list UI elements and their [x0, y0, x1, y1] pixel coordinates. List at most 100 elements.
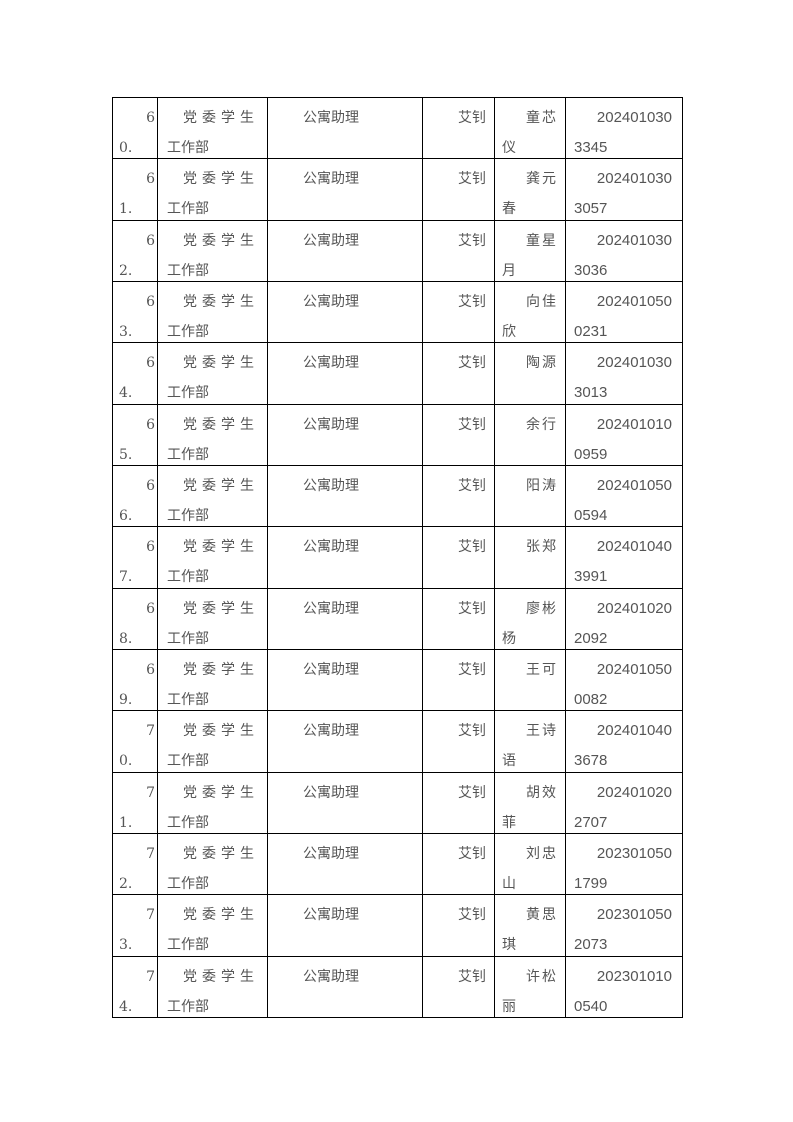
teacher-text: 艾钊	[458, 355, 486, 372]
position-text: 公寓助理	[303, 784, 359, 801]
student-name-text: 欣	[502, 323, 516, 340]
row-number-text: 2.	[119, 875, 133, 892]
position-cell: 公寓助理	[268, 772, 423, 833]
teacher-text: 艾钊	[458, 661, 486, 678]
department-text: 党委学生	[183, 355, 259, 372]
student-name-text: 语	[502, 753, 516, 770]
row-number-cell: 6 0.	[113, 98, 158, 159]
teacher-cell: 艾钊	[423, 465, 495, 527]
position-text: 公寓助理	[303, 416, 359, 433]
student-name-text: 月	[502, 262, 516, 279]
table-row: 6 7. 党委学生 工作部 公寓助理 艾钊 张郑 202401040 3991	[113, 527, 683, 589]
student-id-text: 202401040	[596, 722, 672, 740]
row-number-cell: 6 2.	[113, 220, 158, 281]
row-number-cell: 7 0.	[113, 711, 158, 772]
student-name-cell: 陶源	[495, 343, 566, 404]
student-id-text: 202401030	[596, 170, 672, 188]
row-number-text: 6	[146, 416, 155, 433]
department-text: 党委学生	[183, 232, 259, 249]
student-name-cell: 廖彬杨	[495, 588, 566, 649]
teacher-cell: 艾钊	[423, 956, 495, 1017]
position-cell: 公寓助理	[268, 404, 423, 465]
row-number-cell: 6 4.	[113, 343, 158, 404]
student-id-text: 202401040	[596, 538, 672, 556]
student-name-cell: 向佳欣	[495, 281, 566, 343]
teacher-text: 艾钊	[458, 232, 486, 249]
row-number-text: 4.	[119, 385, 133, 402]
row-number-cell: 6 6.	[113, 465, 158, 527]
department-text: 党委学生	[183, 416, 259, 433]
department-text: 党委学生	[183, 539, 259, 556]
department-cell: 党委学生工作部	[158, 404, 268, 465]
position-cell: 公寓助理	[268, 220, 423, 281]
teacher-text: 艾钊	[458, 539, 486, 556]
row-number-text: 6.	[119, 507, 133, 524]
row-number-text: 7	[146, 845, 155, 862]
student-name-cell: 张郑	[495, 527, 566, 588]
student-id-text: 0540	[574, 997, 608, 1015]
student-id-text: 202301010	[596, 967, 672, 985]
row-number-text: 8.	[119, 630, 133, 647]
student-id-cell: 202401030 3345	[566, 98, 683, 159]
department-cell: 党委学生工作部	[158, 159, 268, 220]
student-name-text: 菲	[502, 814, 516, 831]
position-text: 公寓助理	[303, 293, 359, 310]
student-name-cell: 童芯仪	[495, 98, 566, 159]
position-text: 公寓助理	[303, 661, 359, 678]
table-row: 7 1. 党委学生 工作部 公寓助理 艾钊 胡效菲 202401020 2707	[113, 772, 683, 834]
teacher-text: 艾钊	[458, 784, 486, 801]
department-text: 党委学生	[183, 477, 259, 494]
row-number-text: 7	[146, 968, 155, 985]
teacher-text: 艾钊	[458, 723, 486, 740]
department-cell: 党委学生 工作部	[158, 281, 268, 343]
table-row: 7 4. 党委学生 工作部 公寓助理 艾钊 许松丽 202301010 0540	[113, 956, 683, 1018]
department-text: 工作部	[167, 630, 209, 647]
teacher-text: 艾钊	[458, 416, 486, 433]
department-text: 工作部	[167, 201, 209, 218]
department-text: 工作部	[167, 875, 209, 892]
position-cell: 公寓助理	[268, 711, 423, 772]
row-number-text: 2.	[119, 262, 133, 279]
department-text: 工作部	[167, 569, 209, 586]
table-row: 6 5. 党委学生 工作部 公寓助理 艾钊 余行 202401010 0959	[113, 404, 683, 466]
student-id-text: 2707	[574, 813, 608, 831]
department-text: 工作部	[167, 998, 209, 1015]
department-text: 党委学生	[183, 171, 259, 188]
student-id-cell: 202401030 3036	[566, 220, 683, 281]
student-id-cell: 202401040 3991	[566, 527, 683, 588]
row-number-text: 6	[146, 355, 155, 372]
row-number-cell: 6 3.	[113, 281, 158, 343]
student-name-text: 廖彬	[526, 600, 558, 617]
department-text: 工作部	[167, 262, 209, 279]
student-name-text: 陶源	[526, 355, 558, 372]
student-id-cell: 202401020 2707	[566, 772, 683, 833]
student-name-text: 杨	[502, 630, 516, 647]
student-name-cell: 龚元春	[495, 159, 566, 220]
department-text: 党委学生	[183, 110, 259, 126]
student-name-text: 春	[502, 201, 516, 218]
teacher-text: 艾钊	[458, 845, 486, 862]
department-text: 工作部	[167, 446, 209, 463]
student-name-text: 向佳	[526, 293, 558, 310]
teacher-cell: 艾钊	[423, 833, 495, 895]
student-name-text: 阳涛	[526, 477, 558, 494]
position-text: 公寓助理	[303, 539, 359, 556]
teacher-text: 艾钊	[458, 968, 486, 985]
row-number-text: 3.	[119, 323, 133, 340]
department-text: 工作部	[167, 753, 209, 770]
position-text: 公寓助理	[303, 968, 359, 985]
row-number-text: 0.	[119, 140, 133, 156]
department-cell: 党委学生工作部	[158, 220, 268, 281]
table-row: 6 9. 党委学生 工作部 公寓助理 艾钊 王可 202401050 0082	[113, 649, 683, 712]
assistant-table: 6 0. 党委学生 工作部 公寓助理 艾钊 童芯仪 202401030 3345 6 1. 党委学生工…	[112, 97, 683, 1018]
position-cell: 公寓助理	[268, 895, 423, 956]
department-cell: 党委学生 工作部	[158, 465, 268, 527]
position-text: 公寓助理	[303, 477, 359, 494]
student-id-cell: 202301010 0540	[566, 956, 683, 1017]
student-id-text: 3991	[574, 568, 608, 586]
row-number-text: 6	[146, 232, 155, 249]
student-id-text: 0231	[574, 322, 608, 340]
student-id-text: 3013	[574, 384, 608, 402]
student-id-cell: 202401050 0082	[566, 649, 683, 711]
student-id-text: 202401020	[596, 599, 672, 617]
